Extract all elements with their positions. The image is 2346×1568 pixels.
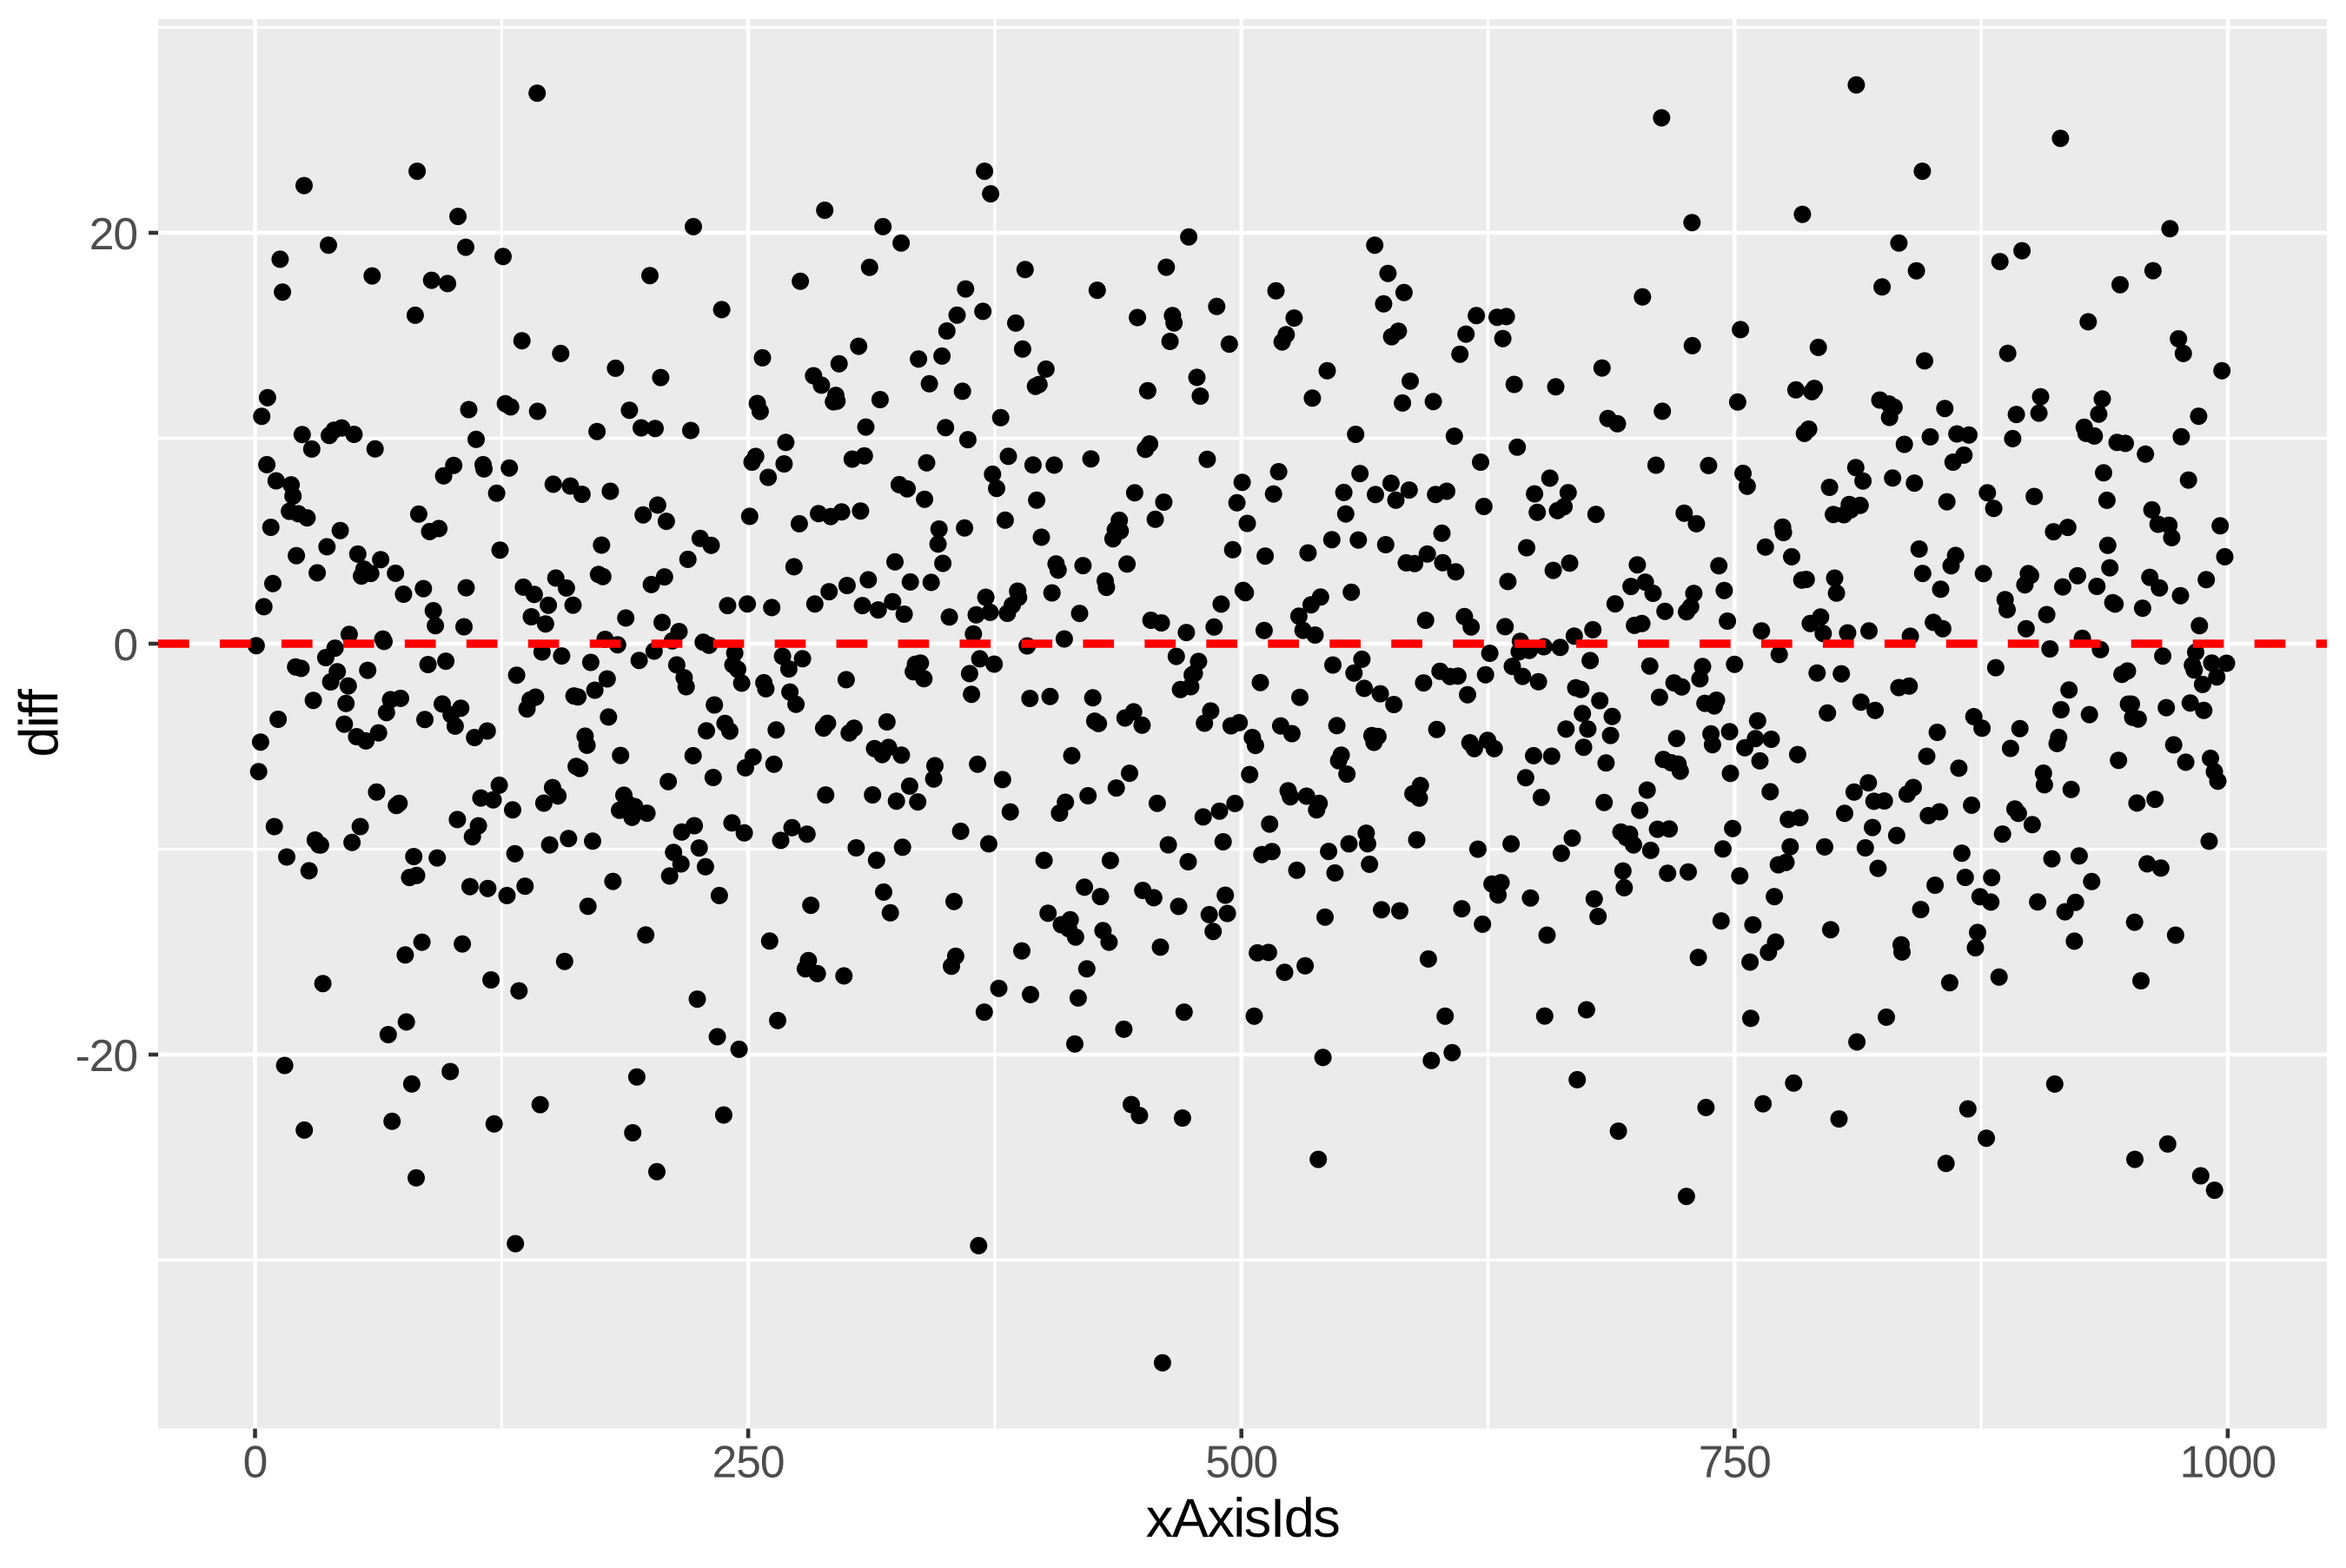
svg-text:20: 20 — [89, 208, 137, 259]
svg-text:0: 0 — [243, 1437, 268, 1487]
svg-text:750: 750 — [1699, 1437, 1771, 1487]
svg-text:-20: -20 — [76, 1030, 137, 1081]
svg-text:250: 250 — [712, 1437, 785, 1487]
svg-text:500: 500 — [1205, 1437, 1277, 1487]
svg-text:1000: 1000 — [2180, 1437, 2276, 1487]
svg-text:diff: diff — [10, 689, 70, 758]
svg-text:xAxisIds: xAxisIds — [1146, 1488, 1340, 1549]
svg-text:0: 0 — [113, 619, 137, 670]
